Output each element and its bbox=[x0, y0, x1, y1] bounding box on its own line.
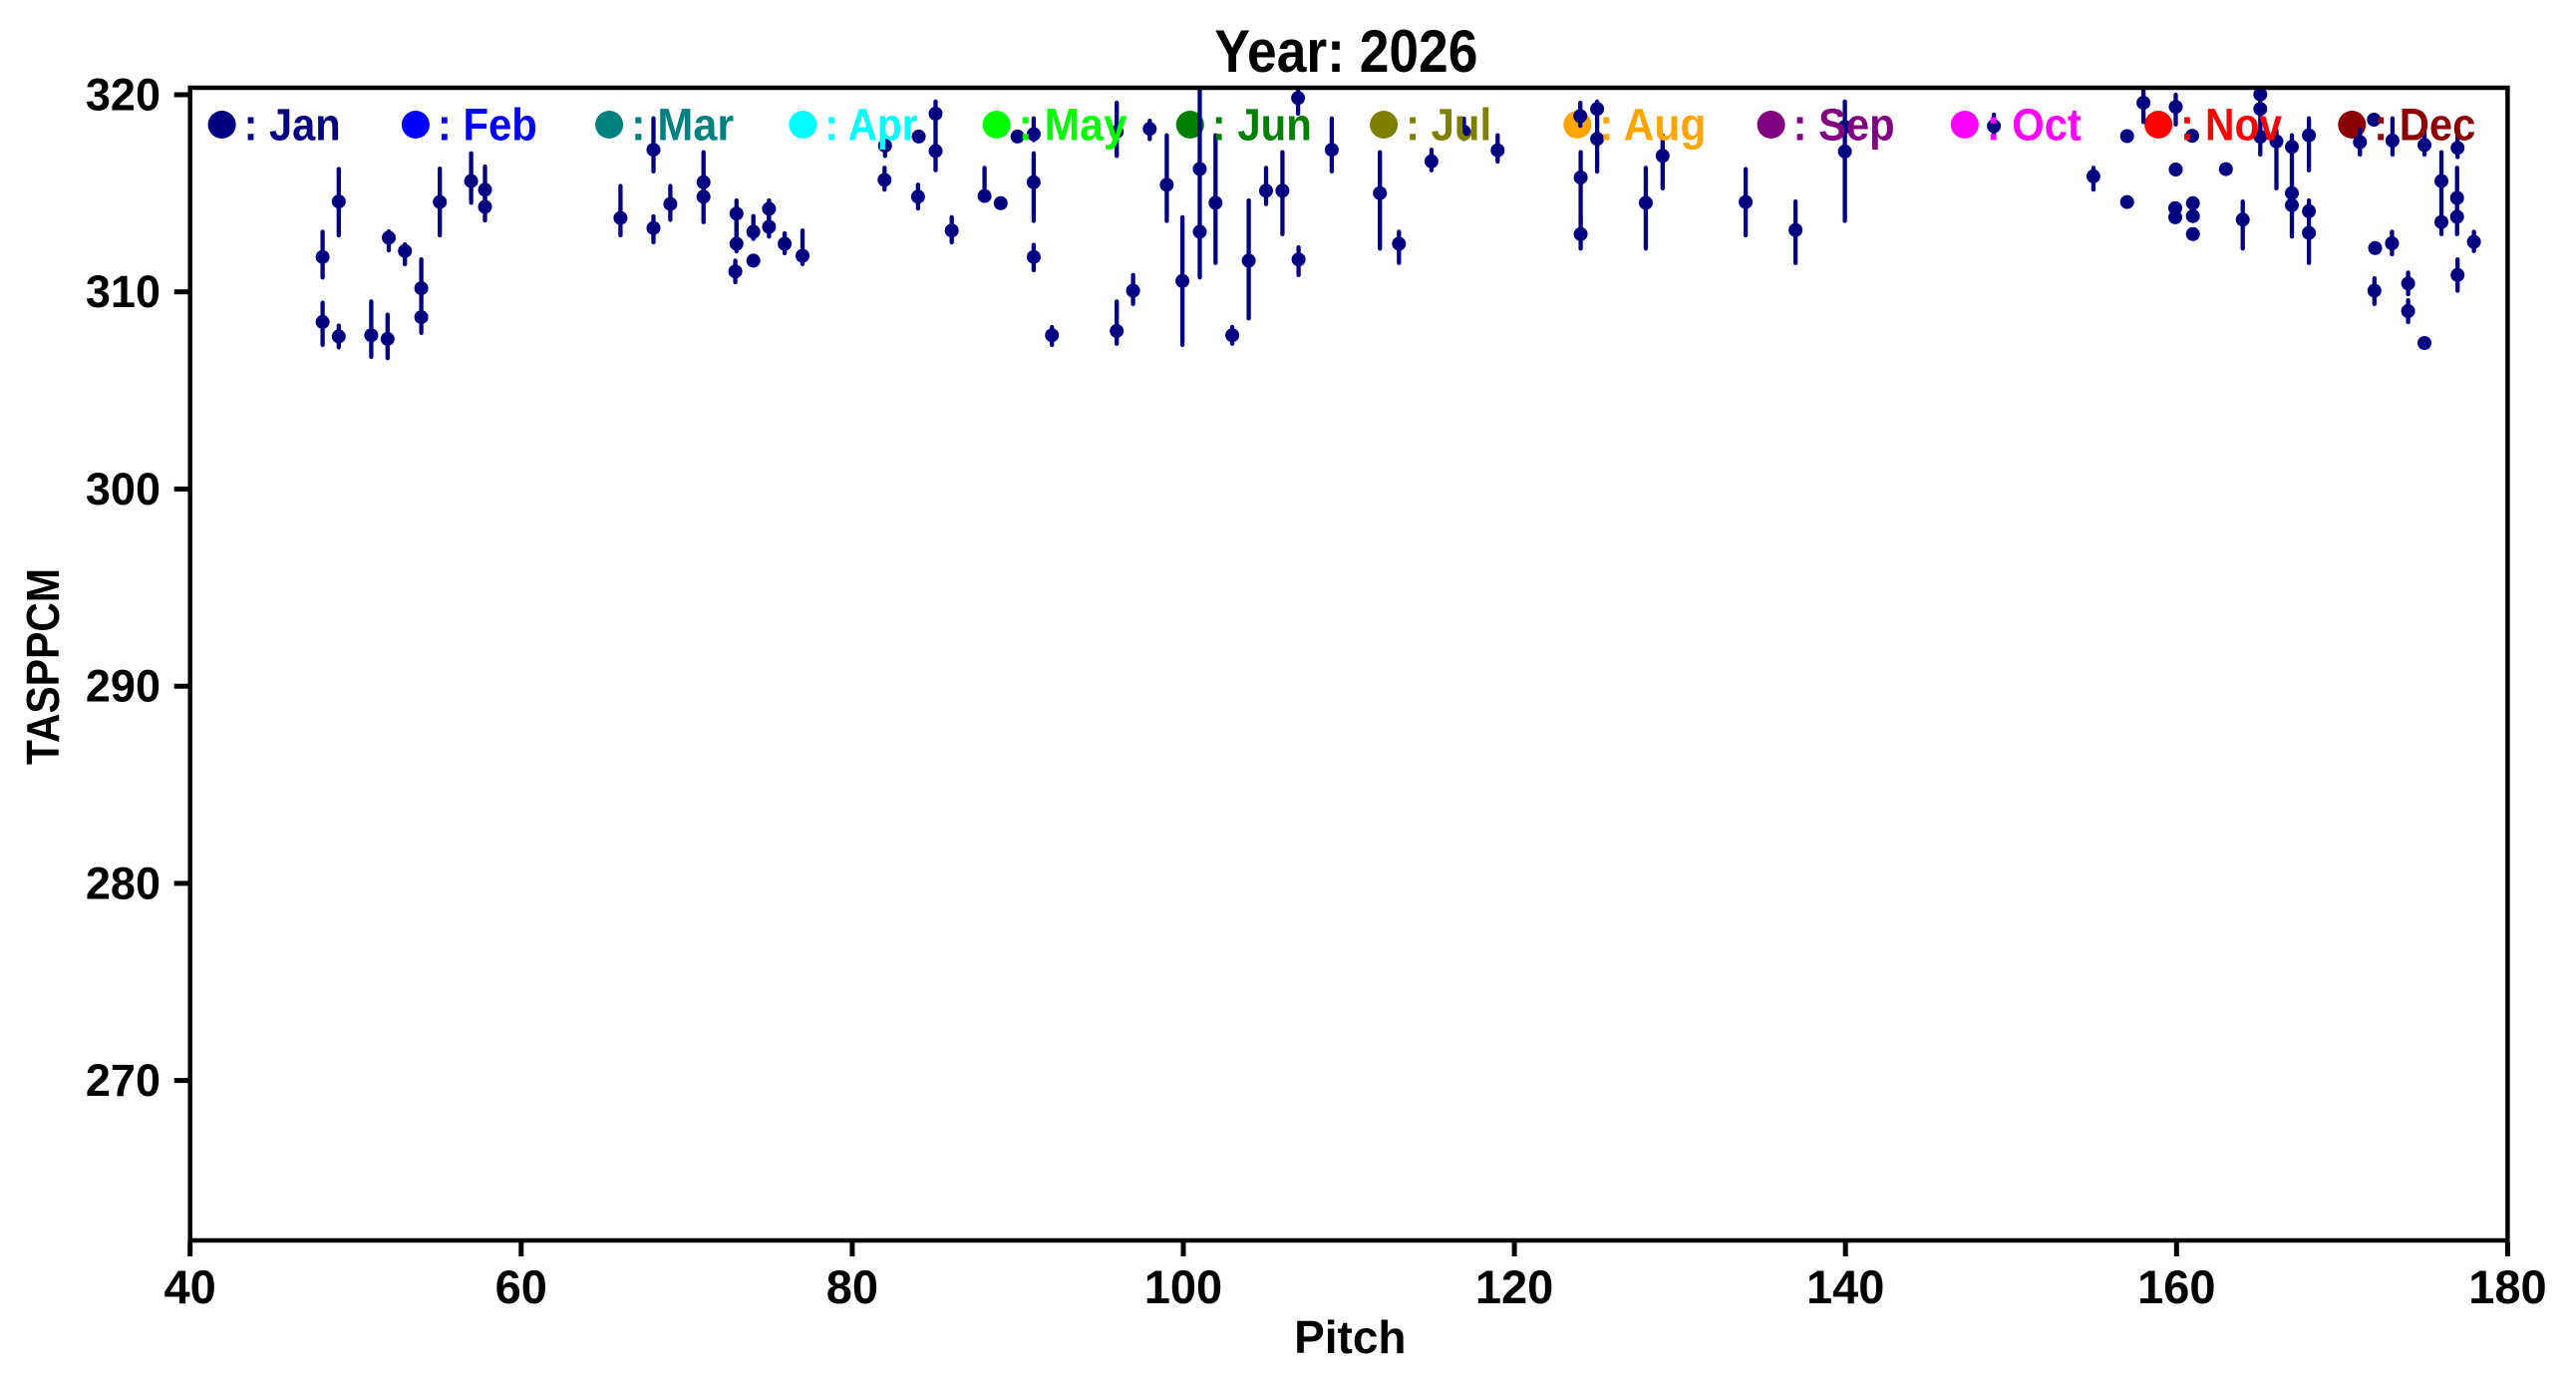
svg-text:: Jul: : Jul bbox=[1406, 100, 1491, 151]
svg-text:: Feb: : Feb bbox=[438, 100, 537, 151]
svg-text:Pitch: Pitch bbox=[1294, 1311, 1406, 1363]
svg-text:: Aug: : Aug bbox=[1599, 100, 1706, 151]
svg-text:40: 40 bbox=[164, 1260, 216, 1313]
svg-text:270: 270 bbox=[86, 1055, 161, 1106]
svg-text:: Oct: : Oct bbox=[1987, 100, 2082, 151]
svg-text:: Mar: : Mar bbox=[631, 100, 734, 151]
svg-text:: Jan: : Jan bbox=[244, 100, 341, 151]
svg-text:TASPPCM: TASPPCM bbox=[17, 568, 69, 765]
svg-text:280: 280 bbox=[86, 858, 161, 908]
svg-text:: Sep: : Sep bbox=[1793, 100, 1895, 151]
svg-text:: Jun: : Jun bbox=[1212, 100, 1312, 151]
svg-text:Year: 2026: Year: 2026 bbox=[1214, 18, 1477, 85]
svg-text:120: 120 bbox=[1475, 1260, 1553, 1313]
svg-text:290: 290 bbox=[86, 661, 161, 712]
svg-text:140: 140 bbox=[1806, 1260, 1884, 1313]
svg-text:160: 160 bbox=[2137, 1260, 2215, 1313]
svg-text:: Nov: : Nov bbox=[2180, 100, 2282, 151]
svg-text:: Apr: : Apr bbox=[824, 100, 917, 151]
svg-text:180: 180 bbox=[2468, 1260, 2546, 1313]
svg-text:320: 320 bbox=[86, 70, 161, 121]
svg-text:: May: : May bbox=[1019, 100, 1127, 151]
svg-text:310: 310 bbox=[86, 266, 161, 317]
svg-text:100: 100 bbox=[1144, 1260, 1222, 1313]
svg-text:60: 60 bbox=[495, 1260, 547, 1313]
svg-text:: Dec: : Dec bbox=[2374, 100, 2475, 151]
svg-text:80: 80 bbox=[826, 1260, 878, 1313]
svg-text:300: 300 bbox=[86, 464, 161, 515]
